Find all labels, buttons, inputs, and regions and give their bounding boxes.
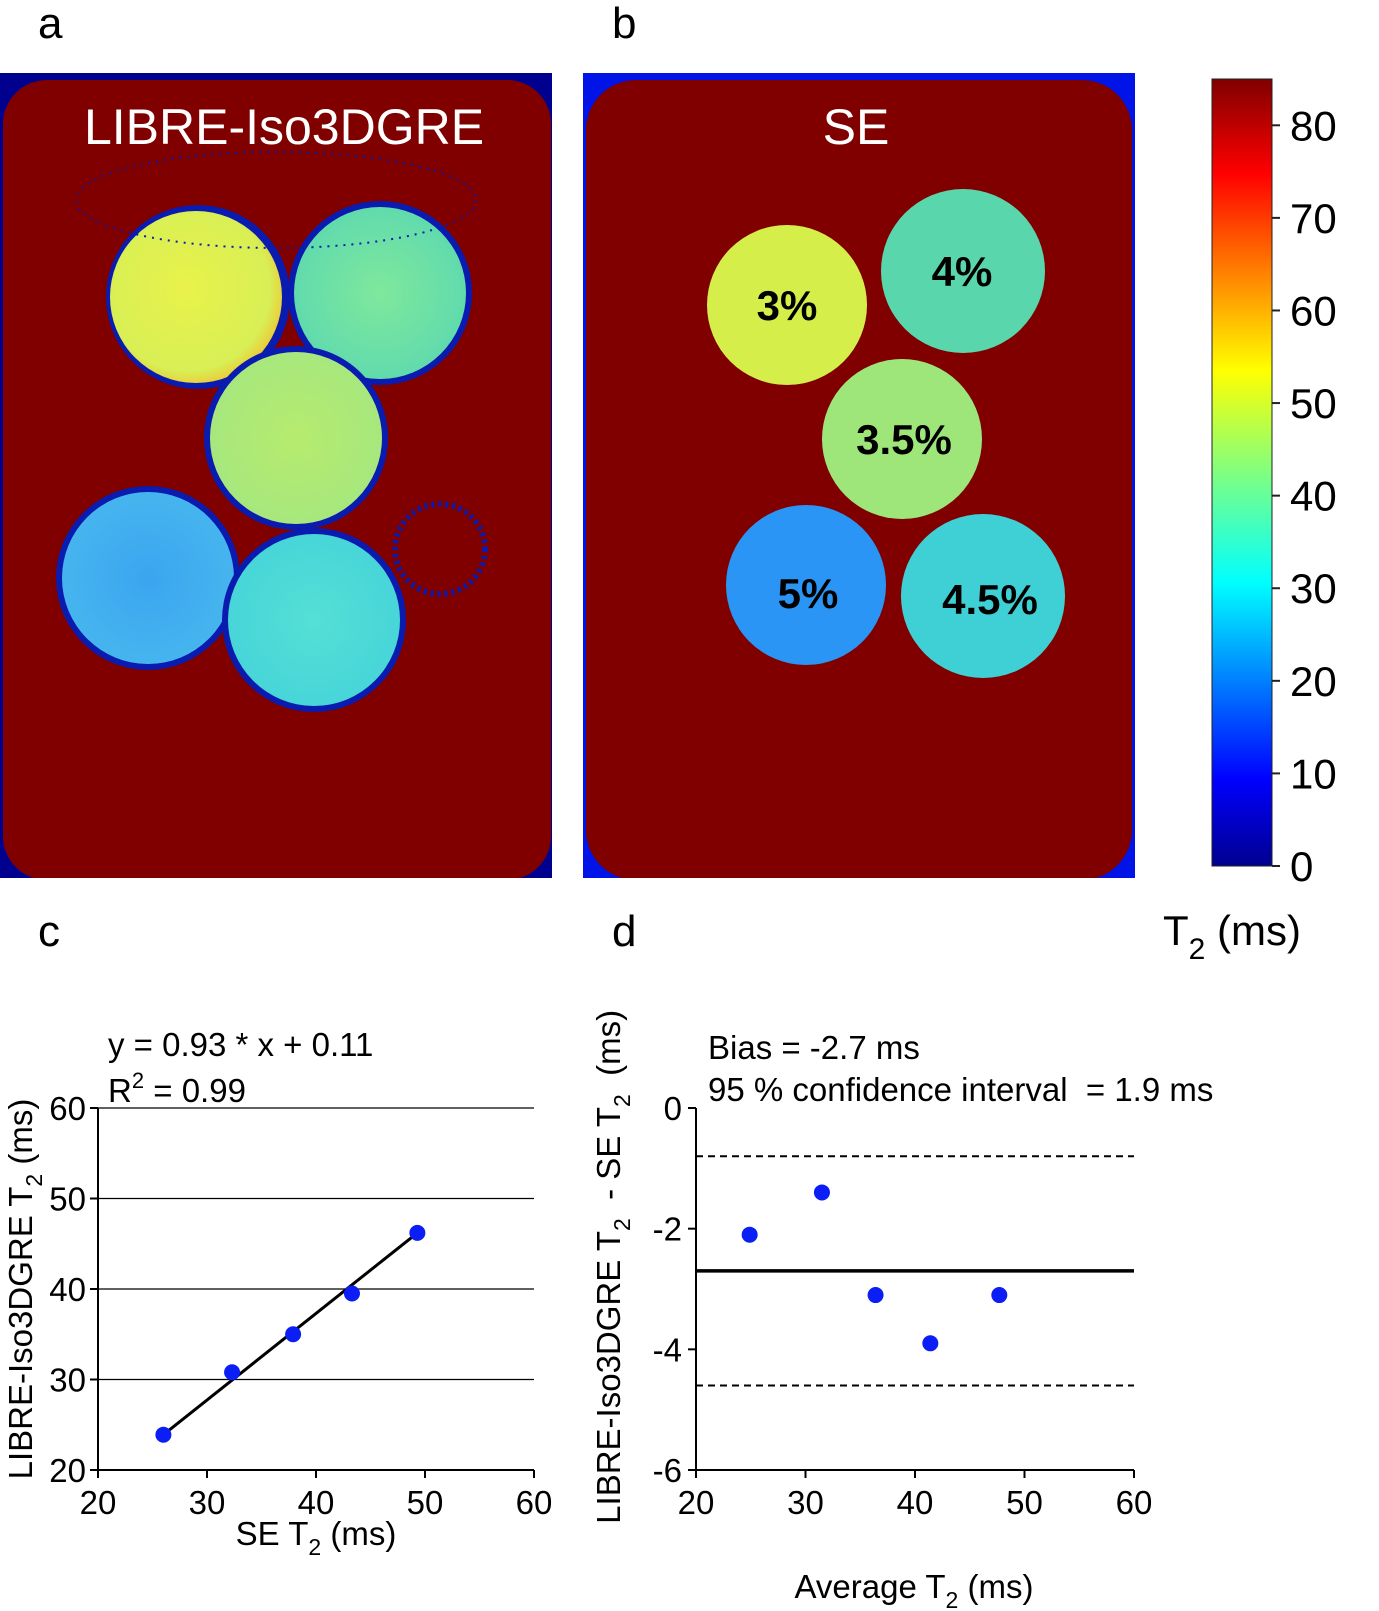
panel-a-letter: a — [38, 0, 63, 48]
colorbar-label-sub: 2 — [1189, 933, 1206, 966]
chart-d-ylabel-sub2: 2 — [609, 1094, 635, 1107]
chart-c-xlabel-unit: (ms) — [321, 1515, 396, 1552]
panel-b-vial-3-5pct — [822, 359, 982, 519]
panel-a-small-vial — [392, 501, 488, 597]
panel-b-vial-4pct — [881, 189, 1045, 353]
chart-d-xtick-label: 30 — [787, 1484, 824, 1521]
chart-d-point — [922, 1335, 939, 1352]
chart-c-point — [409, 1224, 426, 1241]
vial-label-5pct: 5% — [778, 570, 839, 617]
colorbar-tick-label: 20 — [1290, 658, 1337, 705]
panel-a-vial-4pct — [294, 207, 466, 379]
panel-a-vial-3pct — [110, 211, 282, 383]
chart-c: 20 30 40 50 60 20 30 40 50 60 — [49, 1090, 552, 1521]
chart-d-annotation-ci: 95 % confidence interval = 1.9 ms — [708, 1071, 1213, 1108]
colorbar-tick-label: 70 — [1290, 195, 1337, 242]
chart-d-xlabel-main: Average T — [795, 1568, 946, 1605]
chart-d: 0 -2 -4 -620 30 40 50 60 — [653, 1090, 1153, 1521]
panel-d-letter: d — [612, 907, 636, 956]
vial-label-3pct: 3% — [757, 282, 818, 329]
chart-d-xlabel-unit: (ms) — [958, 1568, 1033, 1605]
chart-d-ytick-label: 0 — [664, 1090, 682, 1127]
panel-a-vial-5pct — [62, 492, 234, 664]
panel-b-letter: b — [612, 0, 636, 48]
chart-d-ylabel-main: LIBRE-Iso3DGRE T — [590, 1231, 627, 1524]
colorbar-tick-label: 40 — [1290, 473, 1337, 520]
chart-d-ylabel-unit: (ms) — [590, 1010, 627, 1094]
chart-d-xtick-label: 20 — [678, 1484, 715, 1521]
chart-c-ytick-label: 60 — [49, 1090, 86, 1127]
chart-c-xlabel: SE T2 (ms) — [236, 1515, 397, 1560]
chart-c-ytick-label: 40 — [49, 1271, 86, 1308]
chart-d-ytick-label: -6 — [653, 1452, 682, 1489]
chart-c-r-main: R — [108, 1072, 132, 1109]
chart-d-xtick-label: 60 — [1116, 1484, 1153, 1521]
chart-d-ytick-label: -4 — [653, 1331, 682, 1368]
chart-c-xtick-label: 60 — [516, 1484, 553, 1521]
colorbar-tick-label: 10 — [1290, 750, 1337, 797]
chart-c-xlabel-main: SE T — [236, 1515, 309, 1552]
chart-d-point — [741, 1226, 758, 1243]
colorbar-ticks: 80 70 60 50 40 30 20 10 0 — [1272, 102, 1337, 890]
colorbar-tick-label: 60 — [1290, 287, 1337, 334]
panel-b-title: SE — [823, 99, 890, 155]
panel-a-vial-3-5pct — [210, 352, 382, 524]
chart-d-xlabel: Average T2 (ms) — [795, 1568, 1034, 1611]
chart-c-xtick-label: 50 — [407, 1484, 444, 1521]
chart-d-annotation-bias: Bias = -2.7 ms — [708, 1029, 920, 1066]
chart-d-xtick-label: 50 — [1006, 1484, 1043, 1521]
chart-d-ylabel-mid: - SE T — [590, 1107, 627, 1218]
chart-c-ytick-label: 20 — [49, 1452, 86, 1489]
panel-a-title: LIBRE-Iso3DGRE — [84, 99, 484, 155]
vial-label-4pct: 4% — [932, 248, 993, 295]
colorbar-tick-label: 50 — [1290, 380, 1337, 427]
chart-c-point — [224, 1364, 241, 1381]
chart-d-ylabel: LIBRE-Iso3DGRE T2 - SE T2 (ms) — [590, 982, 635, 1569]
panel-a-map — [0, 73, 552, 878]
chart-d-point — [813, 1184, 830, 1201]
vial-label-3-5pct: 3.5% — [856, 416, 952, 463]
colorbar-tick-label: 0 — [1290, 843, 1313, 890]
chart-d-point — [991, 1287, 1008, 1304]
panel-c-letter: c — [38, 907, 60, 956]
panel-b-vial-4-5pct — [901, 514, 1065, 678]
chart-c-xtick-label: 30 — [189, 1484, 226, 1521]
panel-b-vial-3pct — [707, 225, 867, 385]
chart-c-xtick-label: 20 — [80, 1484, 117, 1521]
panel-b-vial-5pct — [726, 505, 886, 665]
chart-c-xlabel-sub: 2 — [308, 1534, 321, 1560]
chart-c-annotation-eq: y = 0.93 * x + 0.11 — [108, 1026, 373, 1063]
panel-a-vial-4-5pct — [228, 534, 400, 706]
chart-c-ytick-label: 30 — [49, 1362, 86, 1399]
chart-d-ylabel-sub: 2 — [609, 1218, 635, 1231]
chart-d-ytick-label: -2 — [653, 1211, 682, 1248]
chart-c-r-rest: = 0.99 — [144, 1072, 246, 1109]
colorbar-label: T2 (ms) — [1163, 907, 1301, 966]
colorbar — [1211, 78, 1273, 867]
chart-c-ylabel-main: LIBRE-Iso3DGRE T — [2, 1187, 39, 1480]
chart-c-ylabel-sub: 2 — [21, 1174, 47, 1187]
chart-c-point — [285, 1326, 302, 1343]
chart-c-xtick-label: 40 — [298, 1484, 335, 1521]
colorbar-label-main: T — [1163, 907, 1189, 954]
chart-c-point — [155, 1426, 172, 1443]
panel-b-map — [583, 73, 1135, 878]
chart-c-ytick-label: 50 — [49, 1181, 86, 1218]
chart-c-ylabel-unit: (ms) — [2, 1099, 39, 1174]
vial-label-4-5pct: 4.5% — [942, 576, 1038, 623]
chart-c-annotation-r2: R2 = 0.99 — [108, 1068, 246, 1109]
chart-c-point — [343, 1285, 360, 1302]
colorbar-tick-label: 30 — [1290, 565, 1337, 612]
chart-d-point — [867, 1287, 884, 1304]
chart-c-r-sup: 2 — [132, 1068, 144, 1093]
panel-a-noise-ring — [75, 151, 477, 249]
chart-d-xtick-label: 40 — [897, 1484, 934, 1521]
colorbar-label-unit: (ms) — [1205, 907, 1301, 954]
chart-c-ylabel: LIBRE-Iso3DGRE T2 (ms) — [2, 1099, 47, 1480]
chart-d-xlabel-sub: 2 — [946, 1587, 959, 1611]
colorbar-tick-label: 80 — [1290, 102, 1337, 149]
